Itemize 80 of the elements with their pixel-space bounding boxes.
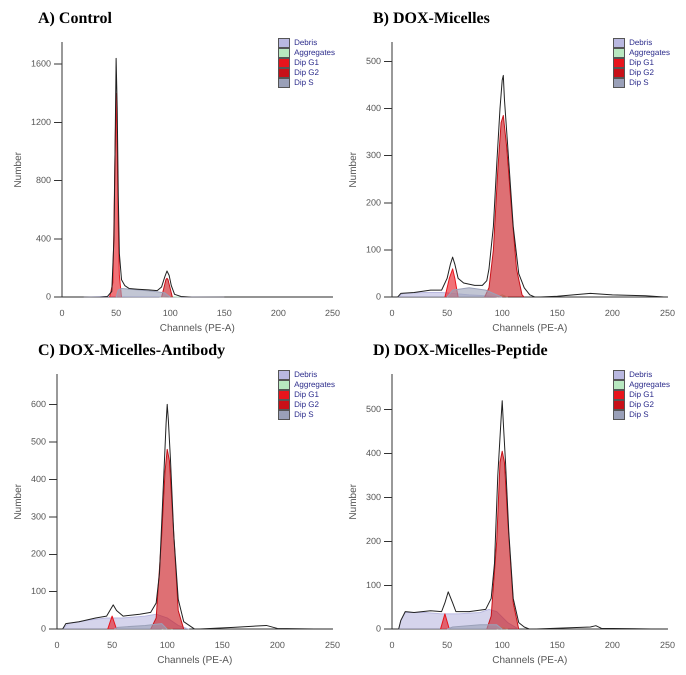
y-tick-label: 400 bbox=[366, 448, 382, 458]
y-tick-label: 300 bbox=[366, 492, 382, 502]
y-tick-label: 400 bbox=[30, 474, 46, 484]
x-tick-label: 100 bbox=[494, 308, 510, 318]
y-tick-label: 500 bbox=[366, 404, 382, 414]
y-tick-label: 400 bbox=[36, 233, 52, 244]
x-tick-label: 200 bbox=[604, 640, 620, 650]
x-tick-label: 100 bbox=[494, 640, 510, 650]
y-tick-label: 800 bbox=[36, 175, 52, 186]
chart-title: D) DOX-Micelles-Peptide bbox=[372, 341, 549, 361]
x-tick-label: 150 bbox=[550, 640, 565, 650]
y-tick-label: 200 bbox=[366, 536, 382, 546]
y-tick-label: 0 bbox=[46, 292, 52, 302]
y-tick-label: 500 bbox=[30, 436, 46, 446]
y-tick-label: 200 bbox=[366, 197, 382, 208]
legend-label: Dip S bbox=[294, 410, 314, 420]
x-tick-label: 250 bbox=[660, 640, 676, 650]
chart-title: A) Control bbox=[37, 9, 113, 29]
legend-label: Debris bbox=[629, 38, 652, 48]
y-tick-label: 1200 bbox=[30, 116, 52, 127]
legend-label: Dip G2 bbox=[294, 68, 319, 78]
chart-title: B) DOX-Micelles bbox=[372, 9, 491, 29]
legend-label: Dip G1 bbox=[629, 390, 654, 400]
legend-label: Aggregates bbox=[629, 48, 670, 58]
legend-label: Debris bbox=[629, 370, 652, 380]
legend-label: Dip G2 bbox=[294, 400, 319, 410]
legend-label: Dip G2 bbox=[629, 400, 654, 410]
x-tick-label: 250 bbox=[324, 308, 340, 318]
y-tick-label: 200 bbox=[30, 548, 46, 559]
y-tick-label: 100 bbox=[366, 244, 382, 254]
legend-label: Aggregates bbox=[629, 380, 670, 390]
x-tick-label: 50 bbox=[107, 640, 118, 650]
x-tick-label: 100 bbox=[160, 640, 175, 650]
x-tick-label: 50 bbox=[111, 308, 122, 318]
x-tick-label: 250 bbox=[324, 640, 340, 650]
legend-label: Dip S bbox=[629, 410, 649, 420]
x-tick-label: 0 bbox=[390, 640, 395, 650]
y-tick-label: 1600 bbox=[30, 58, 52, 69]
y-axis-title: Number bbox=[12, 483, 24, 520]
y-tick-label: 100 bbox=[30, 586, 46, 596]
y-tick-label: 500 bbox=[366, 56, 382, 66]
x-tick-label: 200 bbox=[604, 308, 620, 318]
legend-label: Debris bbox=[294, 38, 318, 48]
y-axis-title: Number bbox=[348, 483, 359, 520]
x-axis-title: Channels (PE-A) bbox=[157, 654, 232, 666]
x-tick-label: 0 bbox=[390, 308, 395, 318]
x-tick-label: 0 bbox=[54, 640, 60, 650]
legend-label: Aggregates bbox=[294, 48, 335, 58]
legend-label: Debris bbox=[294, 370, 318, 380]
y-tick-label: 300 bbox=[30, 511, 46, 522]
legend-label: Dip G1 bbox=[629, 58, 654, 68]
y-tick-label: 100 bbox=[366, 580, 382, 590]
y-tick-label: 300 bbox=[366, 150, 382, 160]
chart-title: C) DOX-Micelles-Antibody bbox=[37, 341, 226, 361]
y-axis-title: Number bbox=[12, 151, 24, 188]
x-axis-title: Channels (PE-A) bbox=[492, 654, 568, 666]
legend-label: Aggregates bbox=[294, 380, 335, 390]
legend-label: Dip G1 bbox=[294, 390, 319, 400]
x-tick-label: 50 bbox=[442, 640, 452, 650]
x-tick-label: 50 bbox=[442, 308, 452, 318]
x-tick-label: 200 bbox=[270, 640, 285, 650]
x-tick-label: 150 bbox=[550, 308, 565, 318]
x-tick-label: 200 bbox=[270, 308, 286, 318]
legend-label: Dip S bbox=[294, 78, 314, 88]
y-tick-label: 0 bbox=[376, 292, 382, 302]
legend-label: Dip S bbox=[629, 78, 649, 88]
y-tick-label: 600 bbox=[30, 398, 46, 409]
x-tick-label: 150 bbox=[216, 308, 232, 318]
legend-label: Dip G2 bbox=[629, 68, 654, 78]
x-axis-title: Channels (PE-A) bbox=[492, 322, 568, 334]
legend-label: Dip G1 bbox=[294, 58, 319, 68]
x-tick-label: 150 bbox=[214, 640, 230, 650]
y-tick-label: 400 bbox=[366, 102, 382, 113]
x-axis-title: Channels (PE-A) bbox=[160, 322, 235, 334]
x-tick-label: 100 bbox=[162, 308, 178, 318]
y-axis-title: Number bbox=[348, 151, 359, 188]
y-tick-label: 0 bbox=[376, 624, 382, 634]
x-tick-label: 250 bbox=[660, 308, 676, 318]
y-tick-label: 0 bbox=[41, 624, 46, 634]
x-tick-label: 0 bbox=[60, 308, 65, 318]
